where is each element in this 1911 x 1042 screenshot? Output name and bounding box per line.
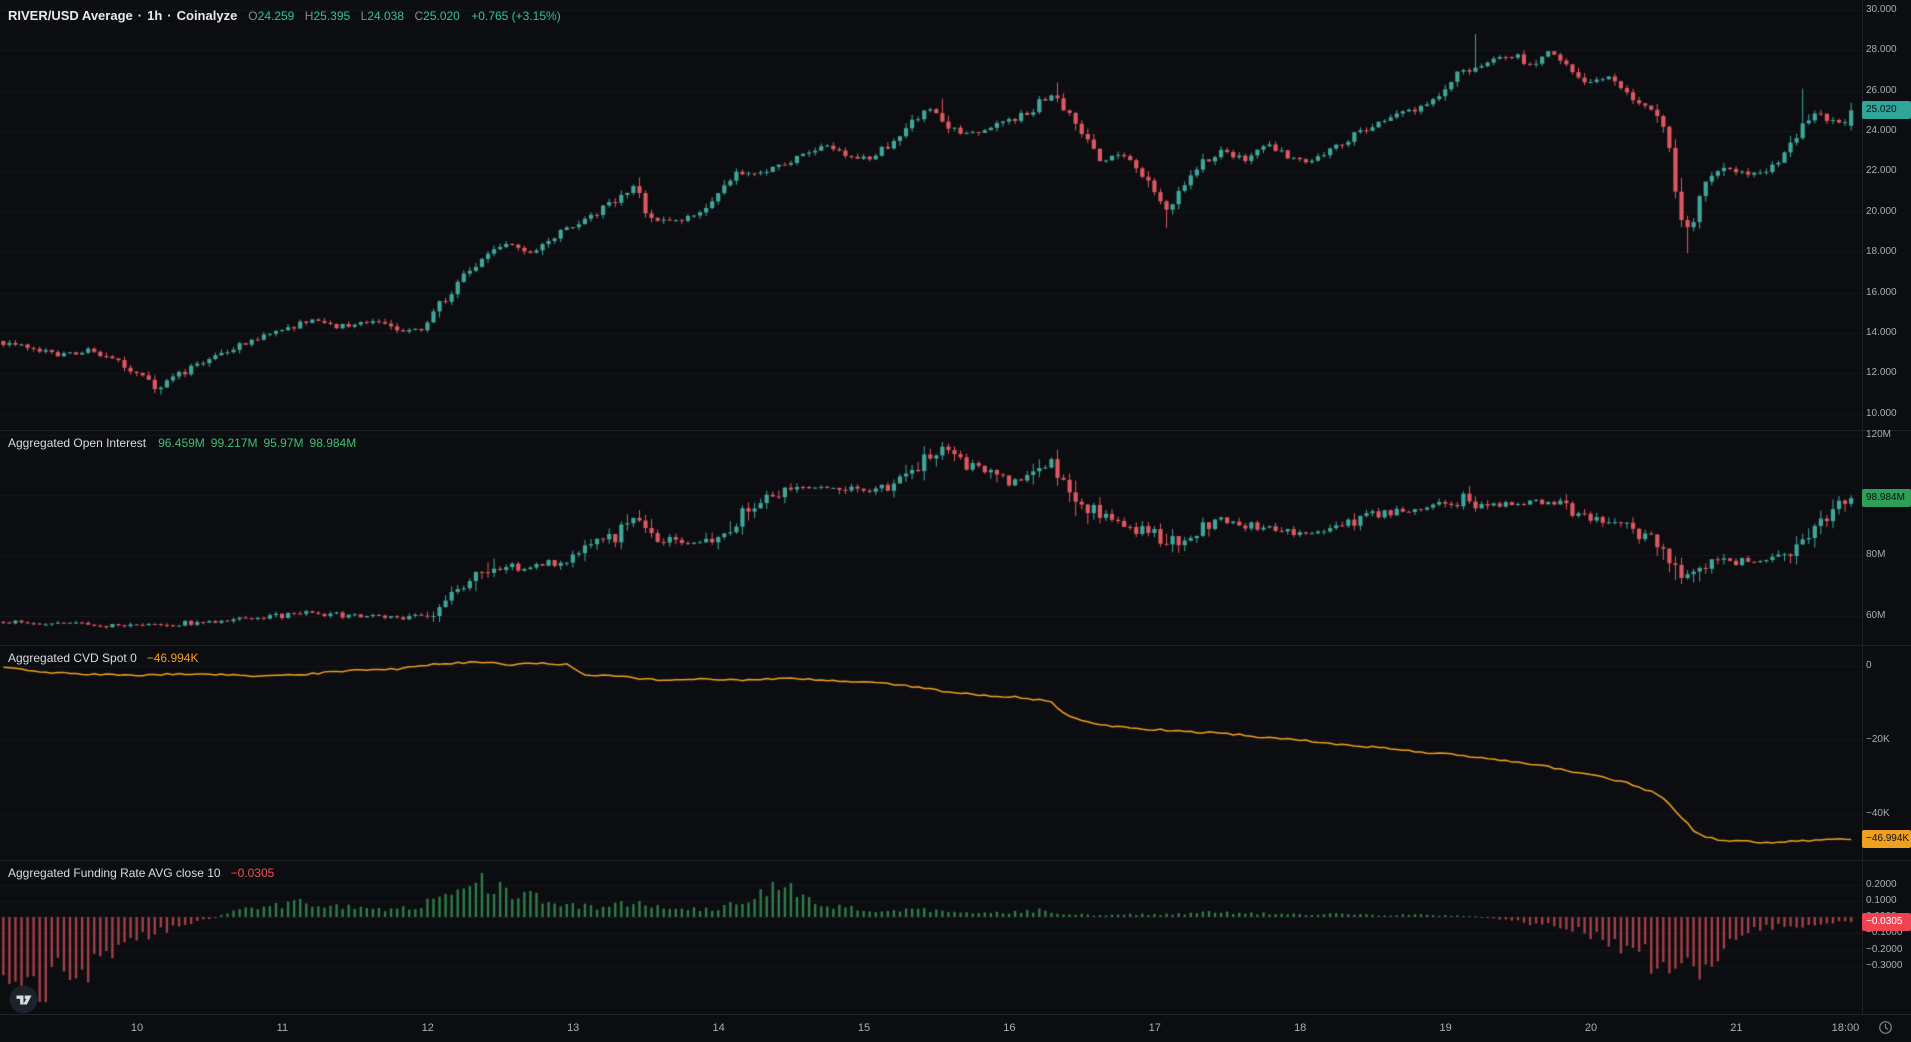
oi-close-value: 98.984M xyxy=(309,436,357,450)
time-axis-label: 20 xyxy=(1584,1022,1598,1034)
funding-value: −0.0305 xyxy=(230,866,275,880)
axis-tick-label: 0.2000 xyxy=(1866,878,1897,890)
time-axis-label: 15 xyxy=(857,1022,871,1034)
ohlc-group: O24.259 H25.395 L24.038 C25.020 +0.765 (… xyxy=(242,7,560,25)
cvd-value: −46.994K xyxy=(146,651,199,665)
oi-badge[interactable]: 98.984M xyxy=(1862,489,1911,507)
price-badge[interactable]: 25.020 xyxy=(1862,101,1911,119)
time-axis-label: 10 xyxy=(130,1022,144,1034)
axis-tick-label: 0.1000 xyxy=(1866,894,1897,906)
axis-tick-label: 10.000 xyxy=(1866,407,1897,419)
high-value: 25.395 xyxy=(313,9,351,23)
time-axis-label: 14 xyxy=(712,1022,725,1034)
separator-dot: · xyxy=(167,8,172,23)
cvd-badge[interactable]: −46.994K xyxy=(1862,830,1911,848)
open-interest-title[interactable]: Aggregated Open Interest xyxy=(8,436,147,450)
funding-badge[interactable]: −0.0305 xyxy=(1862,913,1911,931)
clock-icon[interactable] xyxy=(1878,1020,1893,1040)
axis-separator xyxy=(1862,0,1863,1014)
low-label: L xyxy=(360,9,368,23)
axis-tick-label: 120M xyxy=(1866,428,1892,440)
change-value: +0.765 (+3.15%) xyxy=(471,9,561,23)
axis-tick-label: 20.000 xyxy=(1866,205,1897,217)
oi-open-value: 96.459M xyxy=(158,436,205,450)
time-axis-label: 11 xyxy=(276,1022,289,1034)
axis-tick-label: −0.2000 xyxy=(1866,943,1903,955)
pane-separator[interactable] xyxy=(0,645,1911,646)
oi-high-value: 99.217M xyxy=(210,436,258,450)
time-axis-label: 13 xyxy=(567,1022,580,1034)
time-axis-label: 18 xyxy=(1294,1022,1307,1034)
axis-tick-label: 0 xyxy=(1866,660,1872,671)
separator-dot: · xyxy=(137,8,143,23)
axis-tick-label: 80M xyxy=(1866,549,1886,561)
open-value: 24.259 xyxy=(257,9,295,23)
oi-low-value: 95.97M xyxy=(263,436,304,450)
axis-tick-label: 22.000 xyxy=(1866,165,1897,177)
time-axis-label: 12 xyxy=(421,1022,434,1034)
axis-tick-label: 24.000 xyxy=(1866,125,1897,136)
clock-icon-glyph xyxy=(1879,1021,1892,1034)
axis-tick-label: 16.000 xyxy=(1866,286,1897,298)
axis-tick-label: 26.000 xyxy=(1866,84,1897,96)
time-axis-label: 21 xyxy=(1730,1022,1743,1034)
time-axis-label: 17 xyxy=(1148,1022,1161,1034)
low-value: 24.038 xyxy=(367,9,405,23)
pane-separator[interactable] xyxy=(0,430,1911,431)
tradingview-logo[interactable] xyxy=(9,985,38,1019)
pane-legend-price: RIVER/USD Average · 1h · Coinalyze O24.2… xyxy=(8,7,561,25)
pane-separator[interactable] xyxy=(0,860,1911,861)
time-axis-label: 19 xyxy=(1439,1022,1452,1034)
time-axis-label: 16 xyxy=(1003,1022,1016,1034)
axis-tick-label: 60M xyxy=(1866,609,1886,621)
axis-tick-label: 12.000 xyxy=(1866,367,1897,379)
axis-tick-label: 18.000 xyxy=(1866,246,1897,258)
pane-legend-funding: Aggregated Funding Rate AVG close 10 −0.… xyxy=(8,866,274,880)
open-label: O xyxy=(248,9,258,23)
close-label: C xyxy=(414,9,424,23)
right-axis[interactable]: 30.000 28.000 26.000 24.000 22.000 20.000 18.0… xyxy=(1862,0,1911,1014)
source-label[interactable]: Coinalyze xyxy=(176,8,238,23)
pane-legend-cvd: Aggregated CVD Spot 0 −46.994K xyxy=(8,651,198,665)
pane-legend-open-interest: Aggregated Open Interest 96.459M 99.217M… xyxy=(8,436,356,450)
tradingview-logo-icon xyxy=(9,985,38,1014)
close-value: 25.020 xyxy=(423,9,460,23)
funding-title[interactable]: Aggregated Funding Rate AVG close 10 xyxy=(8,866,221,880)
axis-tick-label: 30.000 xyxy=(1866,3,1897,15)
axis-tick-label: −0.3000 xyxy=(1866,959,1903,971)
axis-tick-label: 28.000 xyxy=(1866,44,1897,56)
interval-label[interactable]: 1h xyxy=(147,8,163,23)
axis-tick-label: 14.000 xyxy=(1866,327,1897,338)
high-label: H xyxy=(304,9,314,23)
axis-tick-label: −20K xyxy=(1866,733,1890,745)
time-axis-label: 18:00 xyxy=(1831,1022,1860,1034)
symbol-title[interactable]: RIVER/USD Average xyxy=(8,8,133,23)
cvd-title[interactable]: Aggregated CVD Spot 0 xyxy=(8,651,137,665)
axis-tick-label: −40K xyxy=(1866,807,1890,819)
time-axis[interactable]: 10 11 12 13 14 15 16 17 18 19 20 21 18:00 xyxy=(0,1014,1911,1042)
axis-tick-label: −0.1000 xyxy=(1866,927,1903,939)
